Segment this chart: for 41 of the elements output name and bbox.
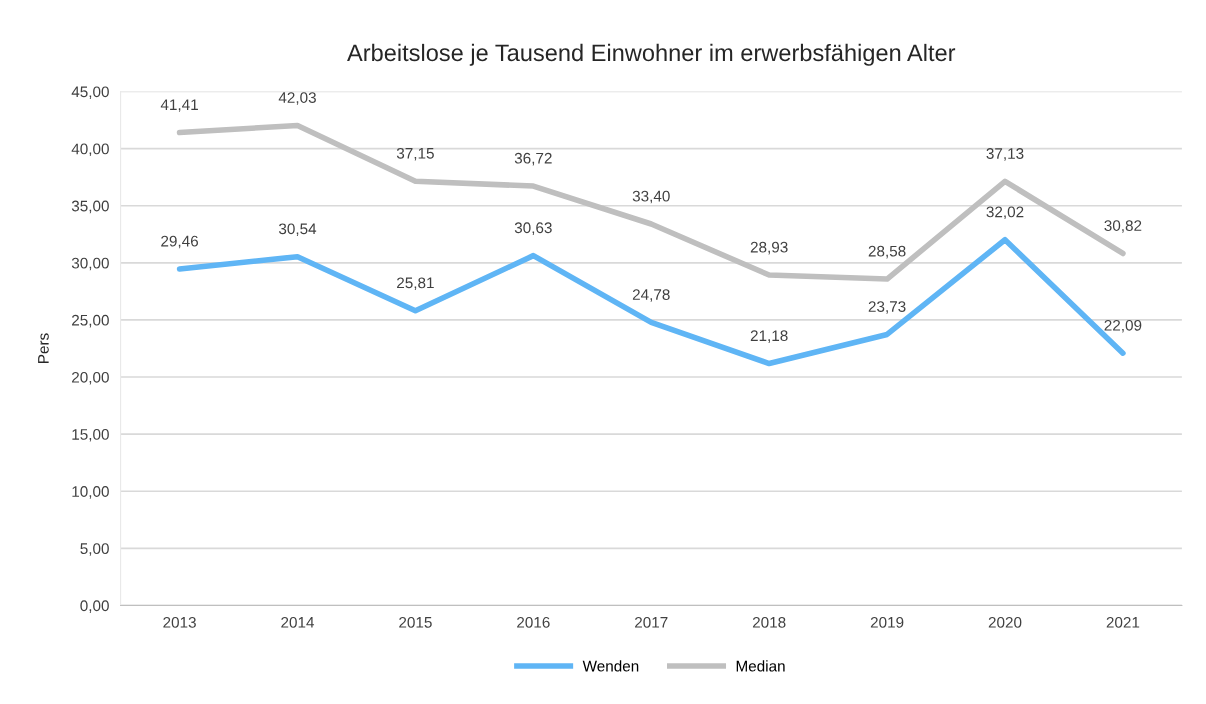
data-label: 32,02	[986, 206, 1024, 220]
data-label: 42,03	[278, 92, 316, 105]
data-label: 30,63	[514, 222, 552, 235]
y-tick-label: 10,00	[72, 486, 109, 499]
legend-label: Wenden	[582, 660, 639, 672]
y-tick-label: 20,00	[72, 371, 109, 385]
y-tick-label: 25,00	[72, 314, 109, 328]
x-tick-label: 2021	[1106, 616, 1140, 628]
data-label: 30,54	[278, 223, 317, 236]
y-tick-label: 5,00	[80, 543, 109, 556]
legend-label: Median	[736, 660, 785, 672]
data-label: 23,73	[868, 301, 906, 314]
x-tick-label: 2014	[281, 616, 315, 628]
data-label: 25,81	[397, 277, 434, 291]
data-label: 28,58	[868, 245, 906, 259]
data-label: 21,18	[750, 330, 788, 343]
y-tick-label: 40,00	[71, 143, 109, 157]
y-tick-label: 35,00	[71, 200, 109, 214]
x-tick-label: 2019	[870, 616, 904, 628]
x-tick-label: 2015	[399, 616, 432, 628]
data-label: 33,40	[632, 190, 670, 204]
x-tick-label: 2018	[752, 616, 786, 628]
x-tick-label: 2016	[517, 616, 550, 628]
data-label: 37,15	[396, 147, 434, 161]
data-label: 28,93	[750, 241, 788, 255]
data-label: 30,82	[1104, 220, 1142, 233]
x-tick-label: 2017	[635, 616, 668, 628]
data-label: 41,41	[160, 99, 198, 112]
data-label: 24,78	[632, 289, 670, 302]
data-label: 22,09	[1104, 319, 1142, 333]
y-tick-label: 30,00	[71, 257, 109, 271]
x-tick-label: 2013	[163, 616, 196, 628]
chart-title: Arbeitslose je Tausend Einwohner im erwerbsfähigen Alter	[347, 43, 956, 66]
x-tick-label: 2020	[988, 616, 1022, 628]
y-axis-title: Pers	[38, 333, 49, 363]
data-label: 29,46	[161, 235, 199, 249]
y-tick-label: 0,00	[80, 600, 109, 613]
y-tick-label: 45,00	[71, 86, 109, 100]
data-label: 36,72	[514, 152, 552, 166]
data-label: 37,13	[986, 148, 1024, 161]
y-tick-label: 15,00	[72, 429, 109, 442]
